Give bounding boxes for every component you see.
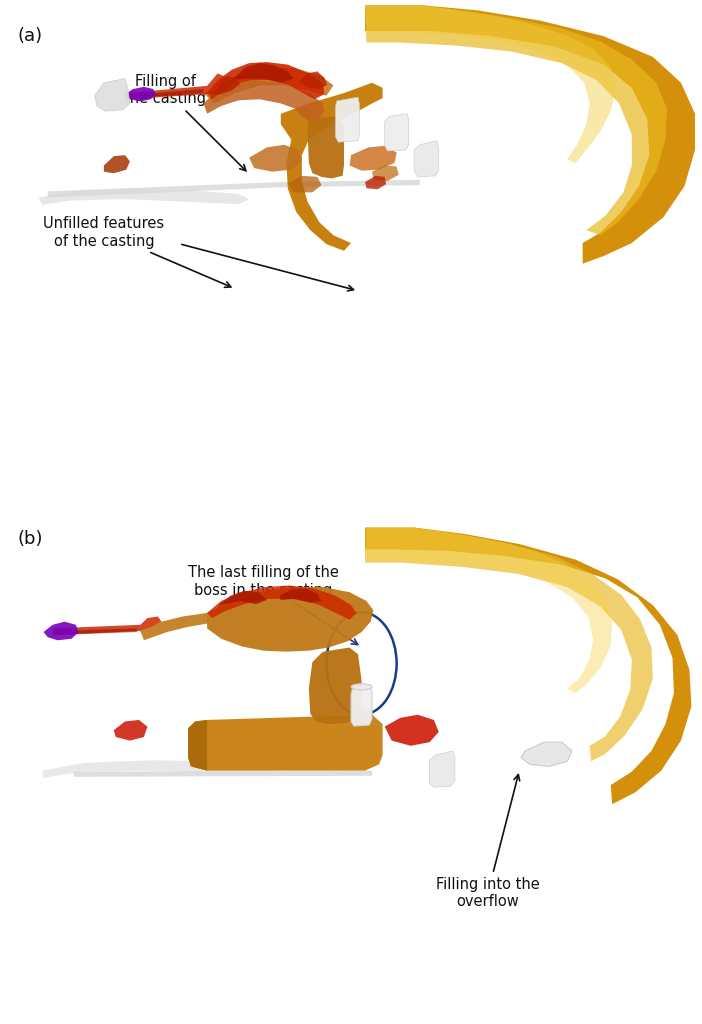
Polygon shape (366, 527, 612, 693)
Polygon shape (351, 685, 372, 726)
Text: Filling into the
overflow: Filling into the overflow (436, 774, 540, 909)
Polygon shape (414, 140, 439, 177)
Polygon shape (365, 527, 653, 761)
Polygon shape (385, 715, 439, 745)
Polygon shape (281, 180, 420, 187)
Polygon shape (55, 629, 137, 635)
Text: Unfilled features
of the casting: Unfilled features of the casting (44, 216, 231, 288)
Text: Filling of
the casting: Filling of the casting (124, 74, 246, 171)
Polygon shape (365, 176, 386, 189)
Polygon shape (125, 87, 156, 101)
Polygon shape (95, 79, 130, 112)
Polygon shape (279, 589, 322, 602)
Polygon shape (188, 720, 207, 771)
Polygon shape (204, 68, 333, 103)
Polygon shape (204, 80, 324, 124)
Polygon shape (44, 622, 79, 640)
Polygon shape (298, 72, 327, 89)
Polygon shape (385, 114, 409, 151)
Polygon shape (48, 182, 282, 198)
Polygon shape (309, 647, 362, 724)
Polygon shape (140, 613, 209, 640)
Polygon shape (430, 751, 455, 787)
Text: The last filling of the
boss in the casting: The last filling of the boss in the cast… (188, 565, 357, 644)
Polygon shape (521, 742, 572, 767)
Polygon shape (281, 83, 383, 251)
Polygon shape (39, 188, 249, 205)
Polygon shape (365, 5, 667, 236)
Polygon shape (126, 74, 225, 99)
Polygon shape (188, 715, 383, 771)
Polygon shape (207, 587, 373, 651)
Text: (a): (a) (18, 27, 43, 45)
Polygon shape (351, 708, 373, 723)
Polygon shape (249, 144, 302, 172)
Polygon shape (74, 771, 372, 777)
Polygon shape (288, 176, 322, 193)
Polygon shape (53, 616, 161, 635)
Polygon shape (207, 586, 357, 620)
Polygon shape (207, 77, 240, 95)
Ellipse shape (351, 684, 372, 690)
Polygon shape (372, 166, 399, 181)
Polygon shape (365, 5, 695, 264)
Polygon shape (232, 63, 293, 83)
Text: (b): (b) (18, 530, 43, 549)
Polygon shape (365, 5, 616, 163)
Polygon shape (218, 591, 267, 606)
Polygon shape (130, 89, 204, 98)
Polygon shape (336, 97, 359, 142)
Polygon shape (42, 760, 275, 778)
Polygon shape (207, 62, 324, 99)
Polygon shape (307, 117, 344, 178)
Polygon shape (114, 720, 147, 740)
Polygon shape (350, 145, 397, 171)
Polygon shape (365, 527, 691, 804)
Polygon shape (104, 155, 130, 173)
